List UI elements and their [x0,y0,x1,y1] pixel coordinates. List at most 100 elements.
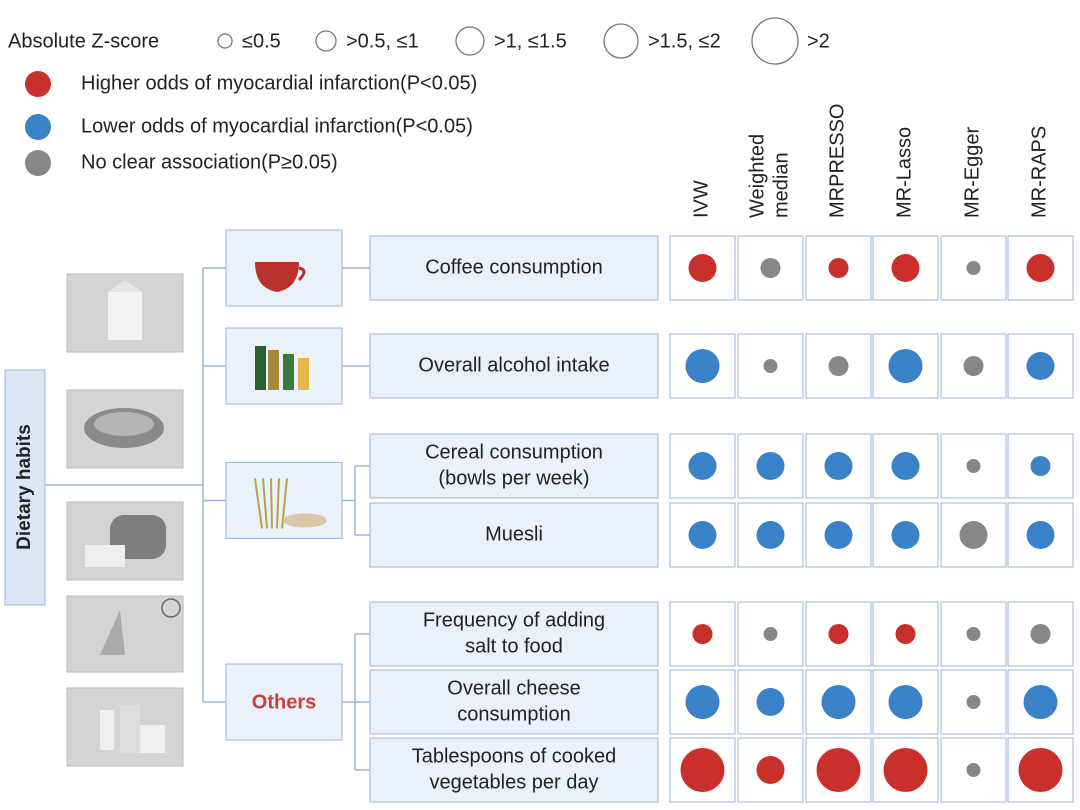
effect-dot [821,685,856,719]
row-label: Cereal consumption [425,441,603,463]
row-box [369,235,659,301]
wheat-icon [270,478,273,529]
row-box [369,333,659,399]
effect-dot [966,763,981,777]
legend-size-label: >1, ≤1.5 [494,30,567,52]
wheat-icon [262,478,268,529]
effect-dot [1030,624,1051,644]
row-box [369,502,659,568]
effect-dot [756,688,785,716]
row-label: Overall alcohol intake [418,354,609,376]
row-box [369,433,659,499]
legend-title: Absolute Z-score [8,30,159,52]
method-header: MR-RAPS [1029,126,1051,218]
legend-size-circle [455,26,485,56]
effect-dot [1026,352,1055,380]
effect-dot [760,258,781,278]
effect-dot [828,356,849,376]
food-icon-shapes [84,280,181,753]
method-header-line: MR-RAPS [1029,126,1051,218]
legend-color-label: Higher odds of myocardial infarction(P<0… [81,72,477,94]
effect-dot [883,748,928,792]
effect-dot [688,254,717,282]
method-header-line: Weighted [747,134,769,218]
effect-dot [895,624,916,644]
effect-dot [688,521,717,549]
effect-dot [959,521,988,549]
category-box [225,663,343,741]
effect-dot [688,452,717,480]
row-label: Coffee consumption [425,256,603,278]
method-header-line: MR-Egger [962,127,984,218]
legend-size-label: >0.5, ≤1 [346,30,419,52]
effect-dot [816,748,861,792]
wheat-icon [276,478,280,529]
method-header-line: median [771,152,793,218]
effect-dot [888,685,923,719]
effect-dot [756,452,785,480]
row-box [369,737,659,803]
effect-dot [966,627,981,641]
effect-dot [1026,254,1055,282]
method-header-line: IVW [691,180,713,218]
effect-dot [891,452,920,480]
legend-color-dot [25,150,51,176]
root-label: Dietary habits [14,424,35,550]
legend-size-label: >1.5, ≤2 [648,30,721,52]
effect-dot [1026,521,1055,549]
effect-dot [966,261,981,275]
legend-size-label: >2 [807,30,830,52]
legend-size-circle [751,17,799,65]
row-label: Overall cheese [447,677,580,699]
root-box [4,369,46,606]
bottle-icon [268,350,279,390]
coffee-icon [255,262,299,292]
effect-dot [756,521,785,549]
method-header: Weighted median [747,134,793,218]
row-label: salt to food [465,635,563,657]
row-label: Muesli [485,523,543,545]
row-box [369,669,659,735]
bottle-icon [255,346,266,390]
legend-size-circle [315,30,337,52]
legend-color-dot [25,71,51,97]
effect-dot [963,356,984,376]
row-label: consumption [457,703,570,725]
method-header: MR-Lasso [894,127,916,218]
coffee-handle [297,266,306,282]
effect-dot [828,624,849,644]
legend-size-circle [603,23,639,59]
effect-dot [966,459,981,473]
bottle-icon [283,354,294,390]
effect-dot [763,627,778,641]
effect-dot [1023,685,1058,719]
effect-dot [1018,748,1063,792]
row-label: Frequency of adding [423,609,605,631]
wheat-icon [281,478,288,529]
row-box [369,601,659,667]
method-header: MRPRESSO [827,104,849,218]
grain-icon [283,513,327,528]
effect-dot [685,685,720,719]
effect-dot [824,521,853,549]
row-label: vegetables per day [429,771,598,793]
legend-color-label: Lower odds of myocardial infarction(P<0.… [81,115,473,137]
legend-size-circle [217,33,233,49]
effect-dot [680,748,725,792]
effect-dot [828,258,849,278]
method-header-line: MRPRESSO [827,104,849,218]
effect-dot [1030,456,1051,476]
effect-dot [888,349,923,383]
method-header-line: MR-Lasso [894,127,916,218]
effect-dot [692,624,713,644]
category-label: Others [252,691,316,713]
row-label: Tablespoons of cooked [412,745,617,767]
legend-color-dot [25,114,51,140]
legend-color-label: No clear association(P≥0.05) [81,151,338,173]
effect-dot [763,359,778,373]
effect-dot [891,254,920,282]
legend-size-label: ≤0.5 [242,30,281,52]
effect-dot [966,695,981,709]
